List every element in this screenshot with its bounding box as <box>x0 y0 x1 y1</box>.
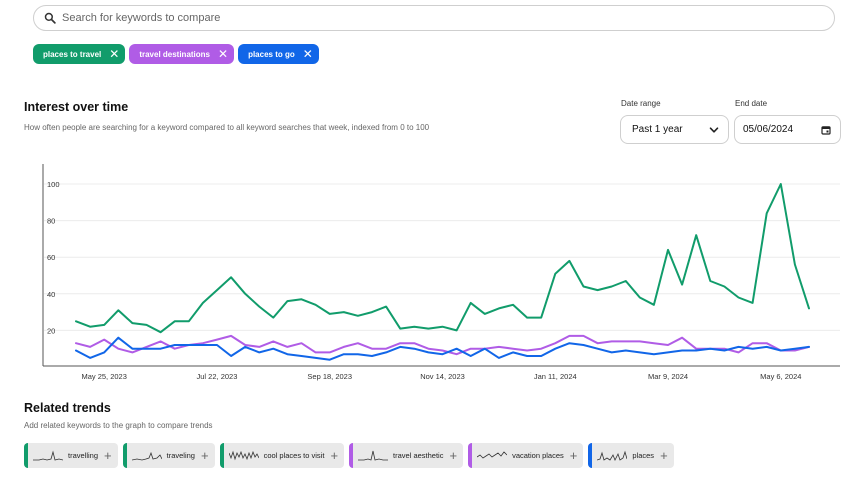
sparkline-icon <box>33 449 63 460</box>
trend-color-bar <box>219 443 224 468</box>
trend-color-bar <box>24 443 28 468</box>
y-tick-label: 20 <box>47 326 55 335</box>
related-subtitle: Add related keywords to the graph to com… <box>24 421 213 430</box>
related-title: Related trends <box>24 401 111 415</box>
related-trend-label: places <box>632 451 655 460</box>
add-icon[interactable]: + <box>330 448 339 463</box>
date-range-label: Date range <box>621 99 661 108</box>
related-trend-label: vacation places <box>512 451 564 460</box>
related-trend-item[interactable]: travelling + <box>24 443 118 468</box>
date-range-select[interactable]: Past 1 year <box>620 115 729 144</box>
related-trend-item[interactable]: traveling + <box>122 443 215 468</box>
series-line-1 <box>75 334 810 356</box>
search-icon <box>44 12 56 24</box>
close-icon[interactable]: ✕ <box>109 47 120 61</box>
keyword-chip[interactable]: places to go ✕ <box>238 44 319 64</box>
x-tick-label: May 25, 2023 <box>81 372 126 381</box>
trend-color-bar <box>468 443 473 468</box>
x-tick-label: Jul 22, 2023 <box>197 372 238 381</box>
keyword-search-bar[interactable] <box>33 5 835 31</box>
chart-series <box>75 183 810 361</box>
keyword-chip-label: travel destinations <box>139 49 210 59</box>
add-icon[interactable]: + <box>569 448 578 463</box>
y-tick-label: 40 <box>47 290 55 299</box>
keyword-chip[interactable]: places to travel ✕ <box>33 44 126 64</box>
interest-subtitle: How often people are searching for a key… <box>24 123 430 132</box>
add-icon[interactable]: + <box>660 448 668 463</box>
related-trend-label: traveling <box>166 451 195 460</box>
sparkline-icon <box>131 451 162 460</box>
x-tick-label: Nov 14, 2023 <box>420 372 465 381</box>
chart-tick-labels: 20 40 60 80 100 May 25, 2023 Jul 22, 2023 Sep 1… <box>47 180 801 381</box>
chart-grid <box>44 183 840 331</box>
add-icon[interactable]: + <box>104 448 112 463</box>
series-line-0 <box>75 183 810 334</box>
add-icon[interactable]: + <box>449 448 458 463</box>
related-trend-label: travelling <box>68 451 99 460</box>
search-input[interactable] <box>62 12 762 24</box>
end-date-label: End date <box>735 99 768 108</box>
sparkline-icon <box>358 450 389 461</box>
interest-title: Interest over time <box>24 100 129 114</box>
date-range-value: Past 1 year <box>632 124 683 135</box>
related-trends-list: travelling + traveling + cool places to … <box>24 443 674 468</box>
keyword-chip-list: places to travel ✕ travel destinations ✕… <box>33 44 319 64</box>
end-date-value: 05/06/2024 <box>743 124 794 135</box>
sparkline-icon <box>228 450 259 460</box>
trend-color-bar <box>588 443 593 468</box>
close-icon[interactable]: ✕ <box>302 47 313 61</box>
x-tick-label: Sep 18, 2023 <box>307 372 352 381</box>
chevron-down-icon <box>709 126 719 133</box>
close-icon[interactable]: ✕ <box>218 47 229 61</box>
end-date-input[interactable]: 05/06/2024 <box>734 115 841 144</box>
chart-axes <box>42 164 840 367</box>
x-tick-label: May 6, 2024 <box>760 372 801 381</box>
trend-color-bar <box>349 443 354 468</box>
related-trend-label: travel aesthetic <box>393 451 444 460</box>
sparkline-icon <box>477 450 508 459</box>
y-tick-label: 60 <box>47 253 55 262</box>
related-trend-item[interactable]: travel aesthetic + <box>349 443 464 468</box>
keyword-chip-label: places to travel <box>43 49 102 59</box>
y-tick-label: 80 <box>47 217 55 226</box>
related-trend-item[interactable]: cool places to visit + <box>219 443 345 468</box>
x-tick-label: Jan 11, 2024 <box>534 372 577 381</box>
keyword-chip-label: places to go <box>248 49 295 59</box>
keyword-chip[interactable]: travel destinations ✕ <box>129 44 235 64</box>
related-trend-item[interactable]: vacation places + <box>468 443 584 468</box>
y-tick-label: 100 <box>47 180 60 189</box>
add-icon[interactable]: + <box>200 448 209 463</box>
trend-color-bar <box>122 443 127 468</box>
related-trend-label: cool places to visit <box>263 451 325 460</box>
series-line-2 <box>75 336 810 361</box>
related-trend-item[interactable]: places + <box>588 443 674 468</box>
calendar-icon[interactable] <box>821 125 831 135</box>
x-tick-label: Mar 9, 2024 <box>648 372 688 381</box>
sparkline-icon <box>597 450 628 461</box>
